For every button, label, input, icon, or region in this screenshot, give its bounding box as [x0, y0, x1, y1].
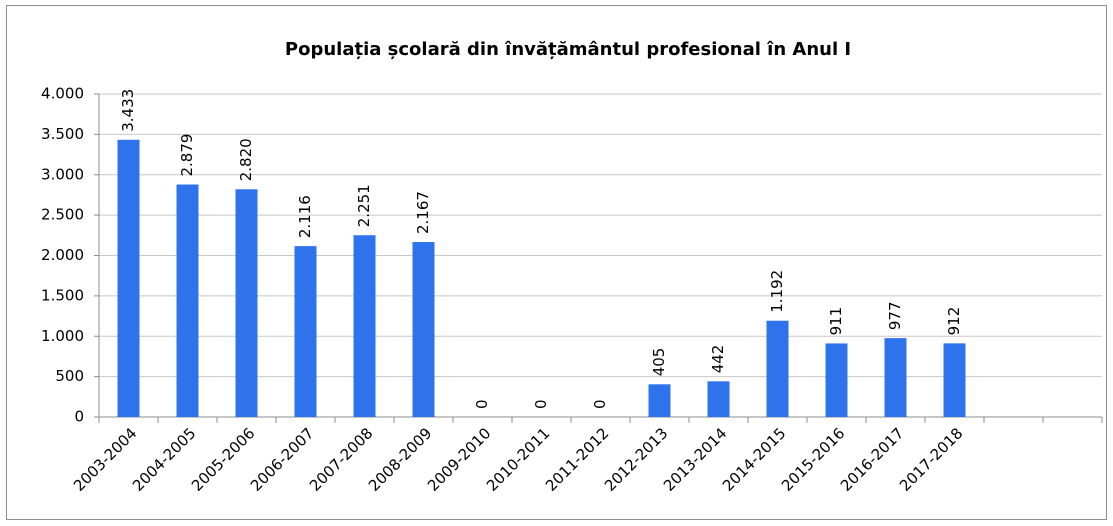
value-label: 442	[709, 345, 727, 374]
bar	[117, 139, 140, 417]
value-label: 0	[591, 399, 609, 409]
value-label: 2.167	[414, 191, 432, 234]
bar	[235, 189, 258, 417]
value-label: 2.879	[178, 134, 196, 177]
y-tick-label: 0	[74, 408, 84, 426]
bar	[884, 338, 907, 417]
bar	[353, 235, 376, 417]
value-label: 2.251	[355, 184, 373, 227]
y-tick-label: 1.000	[41, 327, 84, 345]
bar	[648, 384, 671, 417]
bar	[943, 343, 966, 417]
bar	[294, 246, 317, 417]
y-tick-label: 2.500	[41, 206, 84, 224]
y-tick-label: 4.000	[41, 85, 84, 103]
value-label: 0	[473, 399, 491, 409]
y-tick-label: 3.500	[41, 125, 84, 143]
y-tick-label: 2.000	[41, 246, 84, 264]
bar	[825, 343, 848, 417]
value-label: 3.433	[119, 89, 137, 132]
bar	[412, 242, 435, 417]
value-label: 912	[945, 307, 963, 336]
value-label: 405	[650, 348, 668, 377]
value-label: 2.116	[296, 195, 314, 238]
value-label: 977	[886, 301, 904, 330]
value-label: 2.820	[237, 138, 255, 181]
value-label: 0	[532, 399, 550, 409]
y-tick-label: 500	[55, 367, 84, 385]
bar	[176, 184, 199, 417]
value-label: 911	[827, 307, 845, 336]
bar	[707, 381, 730, 417]
chart-title: Populația școlară din învățământul profe…	[285, 39, 851, 60]
bar	[766, 320, 789, 417]
y-tick-label: 3.000	[41, 165, 84, 183]
value-label: 1.192	[768, 270, 786, 313]
y-tick-label: 1.500	[41, 286, 84, 304]
